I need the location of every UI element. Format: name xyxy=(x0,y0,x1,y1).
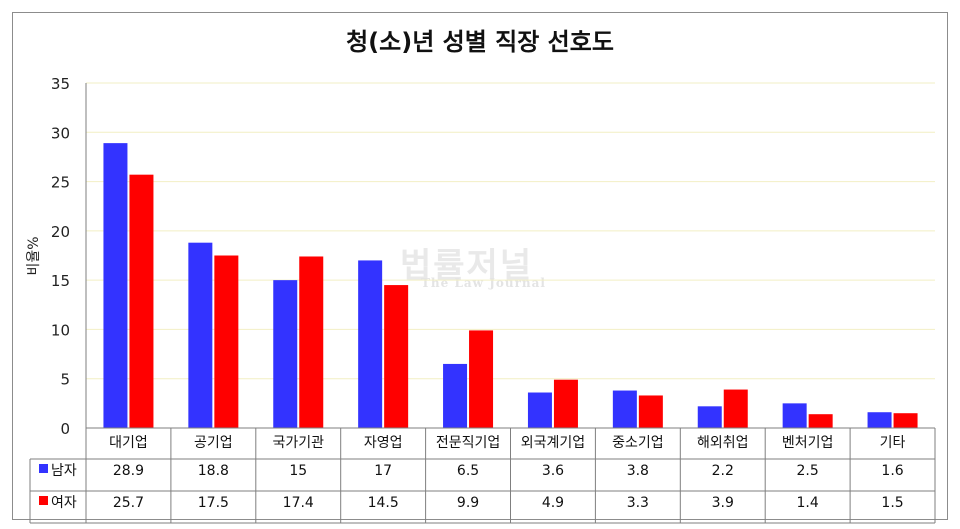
bar-female xyxy=(129,174,154,428)
y-axis-label: 비율% xyxy=(26,236,42,275)
category-label: 벤처기업 xyxy=(782,435,834,451)
bar-male xyxy=(527,392,552,428)
legend-label: 여자 xyxy=(51,495,77,511)
y-tick-label: 35 xyxy=(51,75,70,93)
bar-female xyxy=(553,379,578,428)
bar-female xyxy=(808,414,833,428)
data-label: 3.3 xyxy=(627,495,649,511)
y-tick-label: 0 xyxy=(60,420,70,438)
bar-female xyxy=(638,395,663,428)
bar-female xyxy=(469,330,494,428)
bar-male xyxy=(273,280,298,428)
y-tick-label: 5 xyxy=(60,371,70,389)
data-label: 4.9 xyxy=(542,495,564,511)
bar-male xyxy=(188,242,213,428)
bar-female xyxy=(214,255,239,428)
y-tick-label: 20 xyxy=(51,223,70,241)
data-label: 15 xyxy=(289,463,307,479)
bar-female xyxy=(723,389,748,428)
category-label: 대기업 xyxy=(109,435,148,451)
data-label: 18.8 xyxy=(198,463,229,479)
bar-female xyxy=(299,256,324,428)
data-label: 9.9 xyxy=(457,495,479,511)
chart-frame xyxy=(12,12,948,520)
data-label: 1.5 xyxy=(881,495,903,511)
category-label: 중소기업 xyxy=(612,435,664,451)
y-tick-label: 25 xyxy=(51,174,70,192)
y-tick-label: 10 xyxy=(51,321,70,339)
bar-male xyxy=(697,406,722,428)
legend-key-male xyxy=(39,464,48,473)
category-label: 기타 xyxy=(880,435,906,451)
watermark-subtitle: The Law Journal xyxy=(421,276,546,290)
data-label: 17.5 xyxy=(198,495,229,511)
legend-label: 남자 xyxy=(51,463,77,479)
bar-male xyxy=(358,260,383,428)
data-label: 28.9 xyxy=(113,463,144,479)
data-label: 3.8 xyxy=(627,463,649,479)
bar-female xyxy=(384,285,409,428)
data-label: 2.2 xyxy=(712,463,734,479)
data-label: 3.9 xyxy=(712,495,734,511)
data-label: 25.7 xyxy=(113,495,144,511)
category-label: 자영업 xyxy=(364,435,403,451)
data-label: 17.4 xyxy=(283,495,314,511)
bar-male xyxy=(867,412,892,428)
data-label: 2.5 xyxy=(797,463,819,479)
data-label: 1.4 xyxy=(797,495,819,511)
chart-title: 청(소)년 성별 직장 선호도 xyxy=(346,28,614,56)
data-label: 3.6 xyxy=(542,463,564,479)
bar-male xyxy=(612,390,637,428)
bar-male xyxy=(443,363,468,428)
category-label: 공기업 xyxy=(194,435,233,451)
legend-key-female xyxy=(39,496,48,505)
data-label: 1.6 xyxy=(881,463,903,479)
category-label: 해외취업 xyxy=(697,435,749,451)
bar-female xyxy=(893,413,918,428)
category-label: 국가기관 xyxy=(272,435,324,451)
data-label: 17 xyxy=(374,463,392,479)
bar-male xyxy=(103,143,128,428)
y-tick-label: 30 xyxy=(51,124,70,142)
data-label: 6.5 xyxy=(457,463,479,479)
bar-male xyxy=(782,403,807,428)
category-label: 전문직기업 xyxy=(436,435,500,451)
data-label: 14.5 xyxy=(368,495,399,511)
y-tick-label: 15 xyxy=(51,272,70,290)
watermark-logo: 법률저널 xyxy=(400,246,534,286)
category-label: 외국계기업 xyxy=(521,435,585,451)
